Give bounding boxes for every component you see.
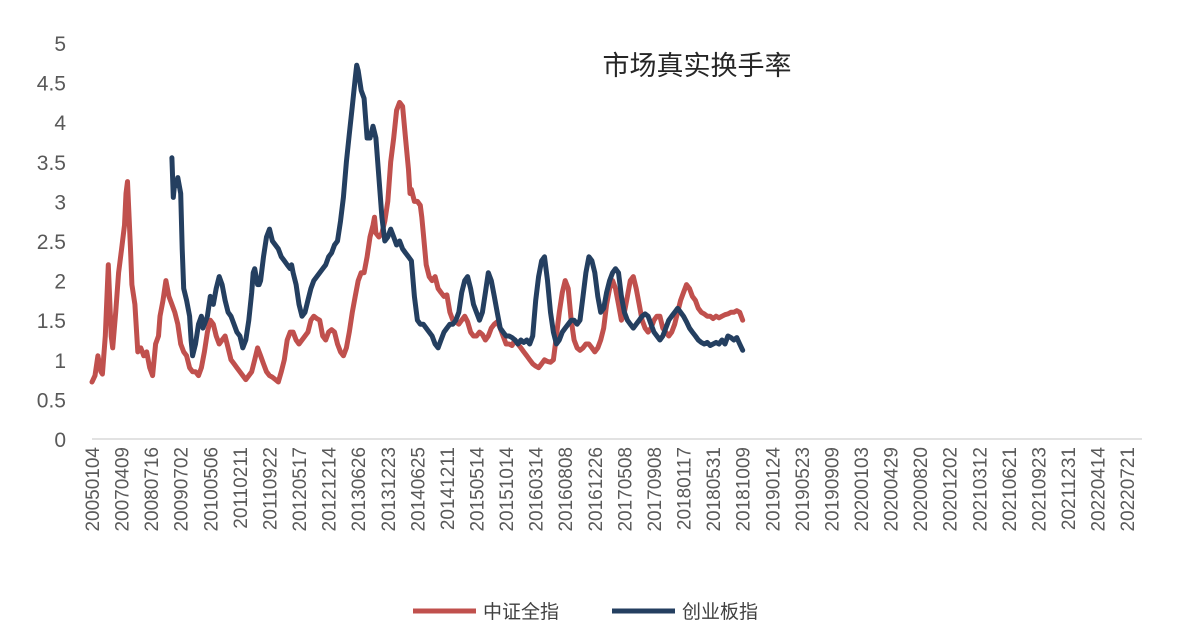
x-tick-label: 20210312 xyxy=(970,447,991,532)
x-tick-label: 20160808 xyxy=(556,447,577,532)
chart-title: 市场真实换手率 xyxy=(603,51,792,82)
x-tick-label: 20210621 xyxy=(1000,447,1021,532)
legend: 中证全指 创业板指 xyxy=(413,601,758,623)
y-tick-label: 0.5 xyxy=(37,389,66,412)
x-tick-label: 20151014 xyxy=(497,447,518,532)
x-tick-label: 20110922 xyxy=(260,447,281,530)
x-tick-label: 20200103 xyxy=(852,447,873,532)
y-tick-label: 2 xyxy=(54,271,66,294)
y-axis-ticks: 0 0.5 1 1.5 2 2.5 3 3.5 4 4.5 5 xyxy=(37,33,67,452)
y-tick-label: 1.5 xyxy=(37,310,66,333)
x-tick-label: 20070409 xyxy=(113,447,134,532)
x-tick-label: 20211231 xyxy=(1059,447,1080,530)
x-tick-label: 20161226 xyxy=(586,447,607,532)
x-tick-label: 20170908 xyxy=(645,447,666,532)
x-tick-label: 20190909 xyxy=(822,447,843,532)
x-tick-label: 20181009 xyxy=(734,447,755,532)
x-tick-label: 20141211 xyxy=(438,447,459,530)
x-tick-label: 20130626 xyxy=(349,447,370,532)
series-lines xyxy=(89,62,746,385)
x-tick-label: 20150514 xyxy=(468,447,489,532)
legend-label-chinext: 创业板指 xyxy=(682,601,758,623)
x-tick-label: 20220414 xyxy=(1089,447,1110,532)
y-tick-label: 3.5 xyxy=(37,152,66,175)
x-tick-label: 20200820 xyxy=(911,447,932,532)
series-line-csi-all xyxy=(89,99,746,385)
x-tick-label: 20110211 xyxy=(231,447,252,529)
x-tick-label: 20180531 xyxy=(704,447,725,532)
x-tick-label: 20080716 xyxy=(142,447,163,532)
x-tick-label: 20050104 xyxy=(83,447,104,532)
x-tick-label: 20121214 xyxy=(320,447,341,532)
x-tick-label: 20100506 xyxy=(201,447,222,532)
x-tick-label: 20131223 xyxy=(379,447,400,532)
x-axis-ticks: 20050104 20070409 20080716 20090702 20100506… xyxy=(83,447,1139,532)
y-tick-label: 2.5 xyxy=(37,231,66,254)
x-tick-label: 20160314 xyxy=(527,447,548,532)
y-tick-label: 0 xyxy=(54,429,66,452)
x-tick-label: 20170508 xyxy=(615,447,636,532)
x-tick-label: 20120517 xyxy=(290,447,311,532)
x-tick-label: 20140625 xyxy=(408,447,429,532)
x-tick-label: 20220721 xyxy=(1118,447,1139,532)
x-tick-label: 20090702 xyxy=(172,447,193,532)
y-tick-label: 4.5 xyxy=(37,73,66,96)
y-tick-label: 5 xyxy=(54,33,66,56)
y-tick-label: 4 xyxy=(54,112,66,135)
x-tick-label: 20201202 xyxy=(941,447,962,532)
x-tick-label: 20180117 xyxy=(675,447,696,530)
series-line-chinext xyxy=(169,62,746,359)
x-tick-label: 20190124 xyxy=(763,447,784,532)
y-tick-label: 1 xyxy=(54,350,66,373)
x-tick-label: 20190523 xyxy=(793,447,814,532)
x-tick-label: 20210923 xyxy=(1029,447,1050,532)
x-tick-label: 20200429 xyxy=(882,447,903,532)
y-tick-label: 3 xyxy=(54,191,66,214)
legend-label-csi-all: 中证全指 xyxy=(483,601,559,623)
